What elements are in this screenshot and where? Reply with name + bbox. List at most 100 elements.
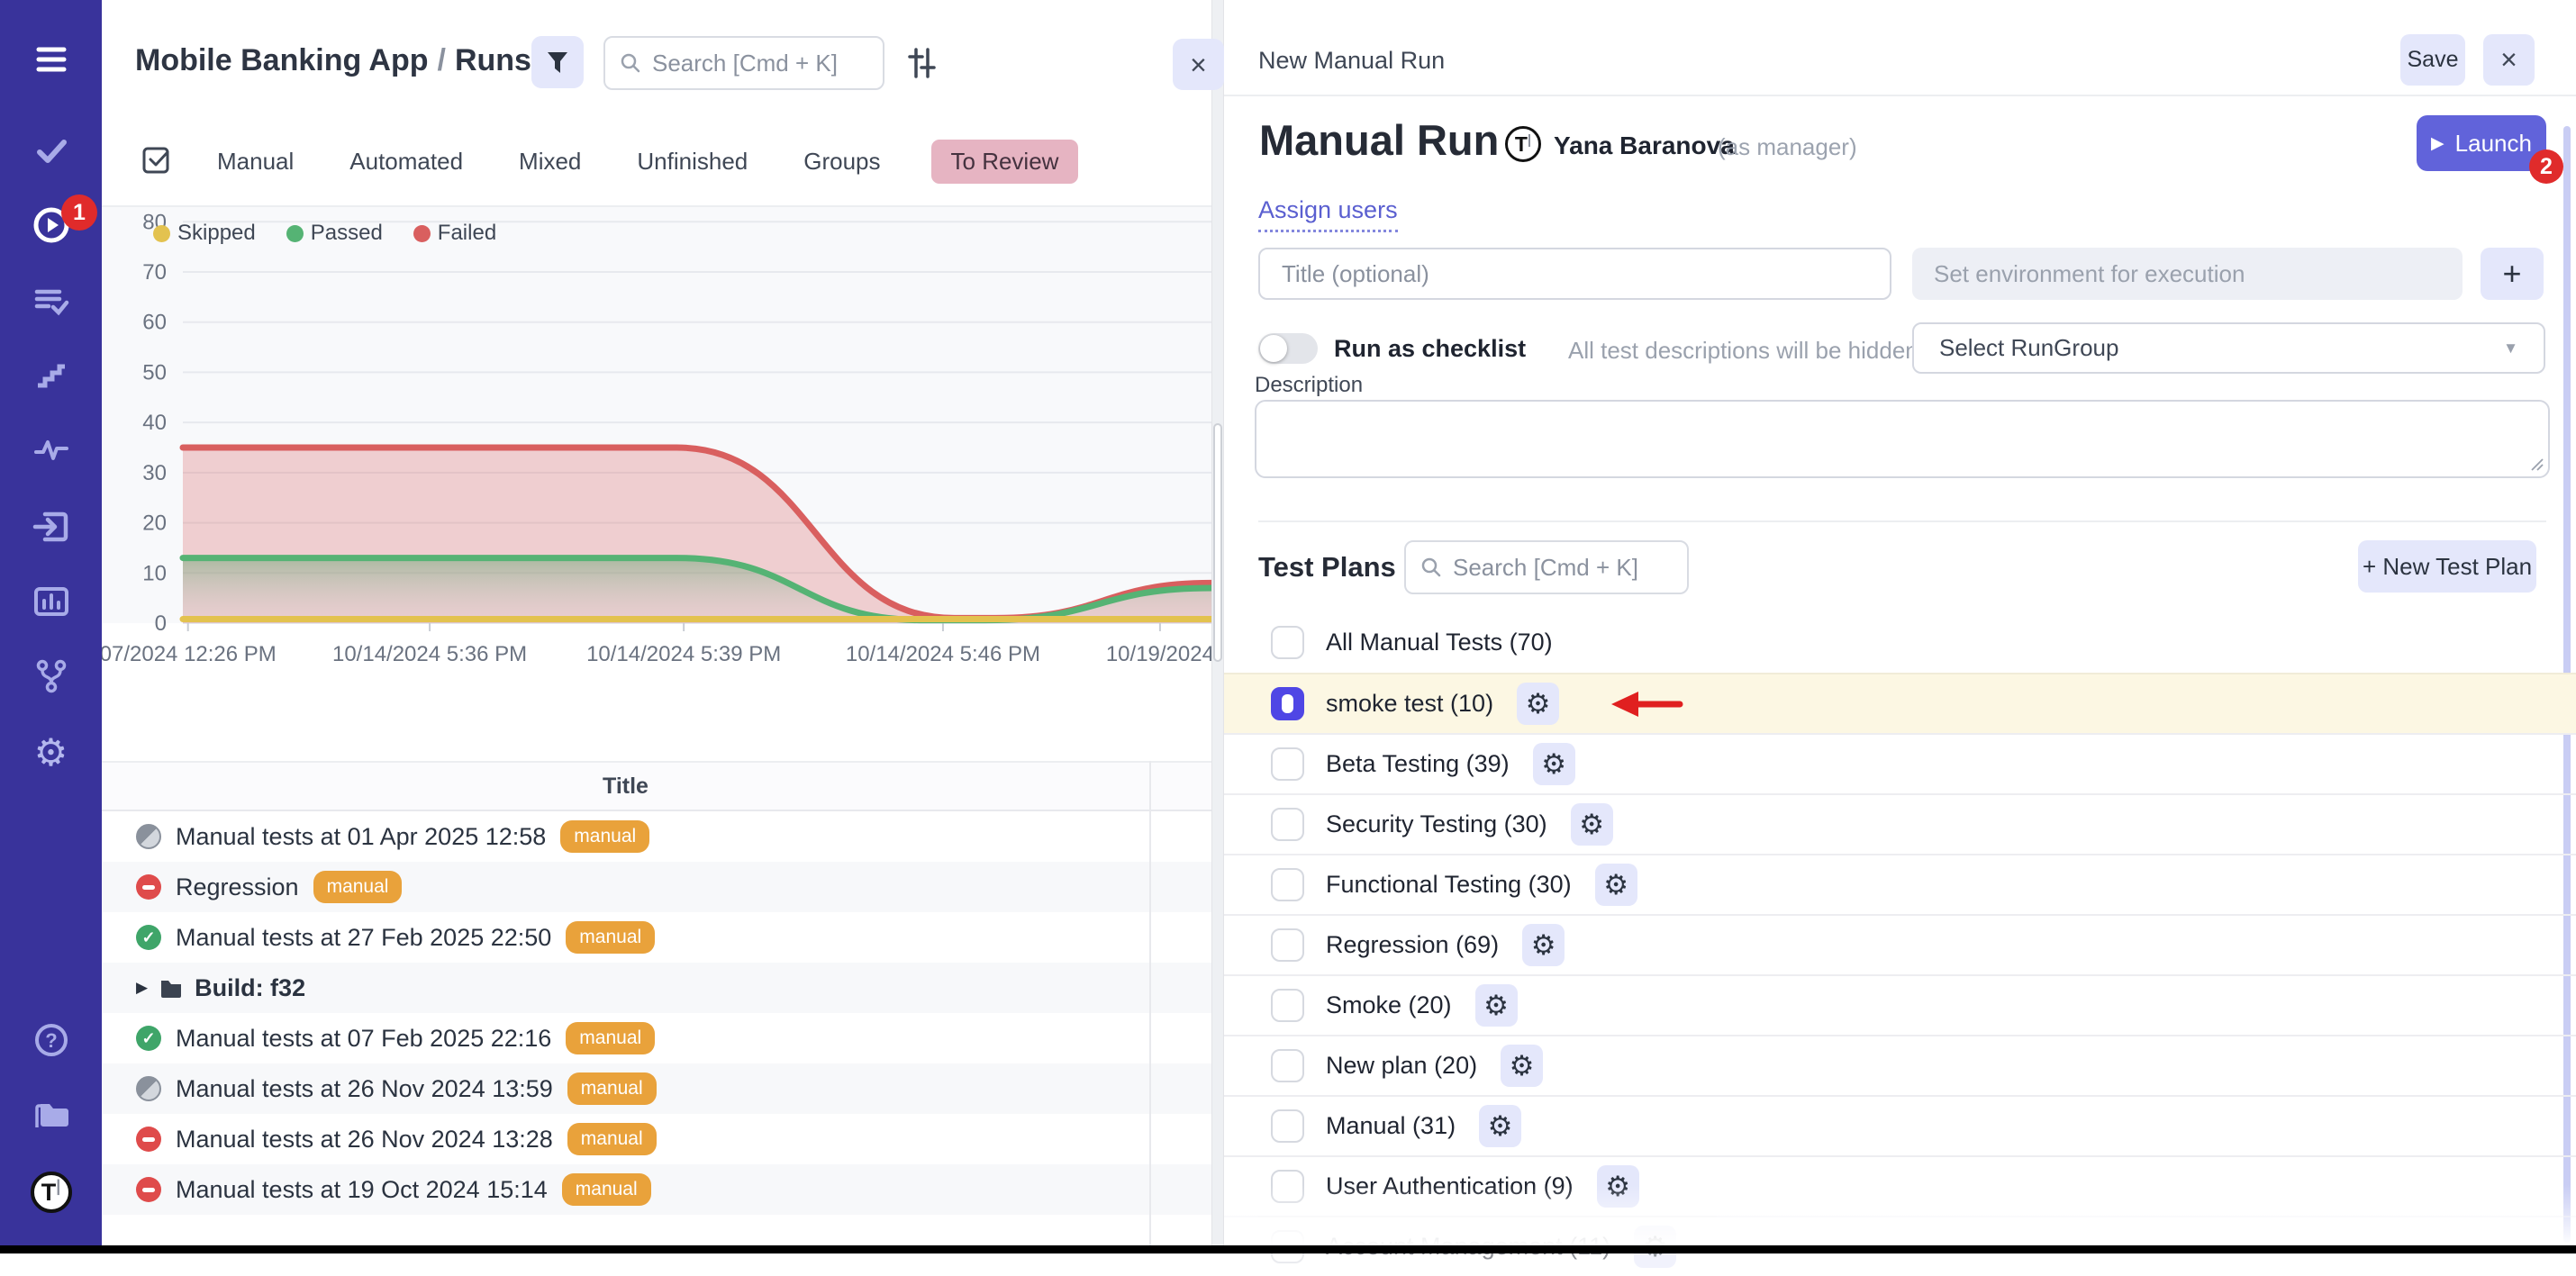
table-row[interactable]: Regression manual — [102, 862, 1211, 912]
test-plans-icon[interactable] — [0, 272, 102, 330]
test-plan-row[interactable]: All Manual Tests (70) — [1224, 612, 2576, 673]
test-plan-checkbox[interactable] — [1271, 989, 1304, 1022]
tab[interactable]: Mixed — [519, 147, 582, 175]
new-test-plan-button[interactable]: + New Test Plan — [2358, 540, 2536, 593]
tab[interactable]: Automated — [349, 147, 464, 175]
test-plan-checkbox[interactable] — [1271, 1049, 1304, 1082]
test-plan-label[interactable]: Smoke (20) — [1326, 991, 1452, 1018]
steps-icon[interactable] — [0, 347, 102, 404]
rungroup-select[interactable]: Select RunGroup ▼ — [1912, 322, 2545, 374]
run-title[interactable]: Manual tests at 26 Nov 2024 13:59 — [176, 1074, 553, 1102]
gear-icon-button[interactable] — [1517, 683, 1560, 725]
tab[interactable]: Manual — [217, 147, 295, 175]
tests-icon[interactable] — [0, 122, 102, 179]
run-title[interactable]: Manual tests at 27 Feb 2025 22:50 — [176, 923, 552, 951]
runs-search-input[interactable] — [652, 49, 868, 77]
test-plan-row[interactable]: Manual (31) — [1224, 1095, 2576, 1155]
launch-button[interactable]: ▶ Launch — [2417, 115, 2546, 171]
table-row[interactable]: Manual tests at 26 Nov 2024 13:59 manual — [102, 1063, 1211, 1114]
gear-icon-button[interactable] — [1532, 743, 1575, 785]
table-row[interactable]: Manual tests at 01 Apr 2025 12:58 manual — [102, 811, 1211, 862]
sliders-icon — [908, 47, 936, 78]
test-plan-label[interactable]: New plan (20) — [1326, 1052, 1478, 1079]
run-title[interactable]: Regression — [176, 873, 299, 900]
menu-icon[interactable] — [0, 31, 102, 88]
projects-icon[interactable] — [0, 1086, 102, 1144]
test-plan-row[interactable]: Beta Testing (39) — [1224, 733, 2576, 793]
environment-input[interactable] — [1912, 248, 2463, 300]
test-plan-row[interactable]: User Authentication (9) — [1224, 1155, 2576, 1216]
save-button[interactable]: Save — [2400, 34, 2465, 86]
table-row[interactable]: Manual tests at 19 Oct 2024 15:14 manual — [102, 1164, 1211, 1215]
test-plan-checkbox[interactable] — [1271, 1170, 1304, 1203]
test-plan-checkbox[interactable] — [1271, 808, 1304, 841]
table-row[interactable]: ▶ Build: f32 — [102, 963, 1211, 1013]
gear-icon-button[interactable] — [1474, 984, 1518, 1027]
run-title[interactable]: Manual tests at 01 Apr 2025 12:58 — [176, 822, 547, 850]
panel-scrollbar-thumb[interactable] — [1213, 423, 1222, 662]
test-plan-checkbox[interactable] — [1271, 928, 1304, 962]
test-plans-search-input[interactable] — [1453, 553, 1673, 582]
tab[interactable]: Groups — [803, 147, 881, 175]
test-plan-label[interactable]: Beta Testing (39) — [1326, 750, 1510, 777]
test-plan-row[interactable]: Functional Testing (30) — [1224, 854, 2576, 914]
test-plan-checkbox[interactable] — [1271, 1109, 1304, 1143]
branches-icon[interactable] — [0, 647, 102, 705]
folder-caret-icon[interactable]: ▶ — [136, 979, 149, 996]
view-settings-button[interactable] — [902, 43, 943, 85]
test-plan-label[interactable]: smoke test (10) — [1326, 690, 1494, 717]
table-row[interactable]: Manual tests at 27 Feb 2025 22:50 manual — [102, 912, 1211, 963]
test-plan-checkbox[interactable] — [1271, 868, 1304, 901]
test-plans-search[interactable] — [1404, 540, 1689, 594]
help-icon[interactable]: ? — [0, 1011, 102, 1069]
gear-icon-button[interactable] — [1570, 803, 1613, 846]
runs-panel-close-button[interactable]: × — [1173, 39, 1224, 90]
column-title[interactable]: Title — [603, 773, 649, 799]
test-plan-row[interactable]: Smoke (20) — [1224, 974, 2576, 1035]
description-textarea[interactable] — [1255, 400, 2550, 478]
test-plan-label[interactable]: All Manual Tests (70) — [1326, 629, 1553, 656]
tab[interactable]: To Review — [930, 139, 1079, 184]
run-title[interactable]: Manual tests at 19 Oct 2024 15:14 — [176, 1175, 548, 1203]
test-plan-row[interactable]: New plan (20) — [1224, 1035, 2576, 1095]
panel-scrollbar-track[interactable] — [1211, 0, 1224, 1253]
settings-icon[interactable]: ⚙ — [33, 731, 68, 774]
test-plan-label[interactable]: User Authentication (9) — [1326, 1172, 1574, 1199]
test-plan-checkbox[interactable] — [1271, 687, 1304, 720]
manager-avatar[interactable]: T | — [1505, 126, 1541, 162]
test-plan-label[interactable]: Functional Testing (30) — [1326, 871, 1572, 898]
assign-users-link[interactable]: Assign users — [1258, 196, 1398, 232]
pulse-icon[interactable] — [0, 421, 102, 479]
test-plan-checkbox[interactable] — [1271, 626, 1304, 659]
test-plan-row[interactable]: Regression (69) — [1224, 914, 2576, 974]
test-plan-label[interactable]: Manual (31) — [1326, 1112, 1456, 1139]
add-environment-button[interactable]: + — [2481, 248, 2544, 300]
test-plan-row[interactable]: smoke test (10) — [1224, 673, 2576, 733]
import-icon[interactable] — [0, 498, 102, 556]
tab[interactable]: Unfinished — [637, 147, 748, 175]
run-title[interactable]: Manual tests at 26 Nov 2024 13:28 — [176, 1125, 553, 1153]
gear-icon-button[interactable] — [1596, 1165, 1639, 1208]
test-plan-label[interactable]: Regression (69) — [1326, 931, 1500, 958]
gear-icon-button[interactable] — [1522, 924, 1565, 966]
runs-icon-active[interactable]: 1 — [0, 195, 102, 254]
analytics-icon[interactable] — [0, 573, 102, 630]
select-runs-icon[interactable] — [140, 142, 174, 181]
test-plan-checkbox[interactable] — [1271, 747, 1304, 781]
filter-button[interactable] — [531, 36, 584, 88]
run-title[interactable]: Manual tests at 07 Feb 2025 22:16 — [176, 1024, 552, 1052]
breadcrumb-project[interactable]: Mobile Banking App — [135, 43, 429, 77]
table-row[interactable]: Manual tests at 07 Feb 2025 22:16 manual — [102, 1013, 1211, 1063]
gear-icon-button[interactable] — [1479, 1105, 1522, 1147]
gear-icon-button[interactable] — [1594, 864, 1637, 906]
table-row[interactable]: Manual tests at 26 Nov 2024 13:28 manual — [102, 1114, 1211, 1164]
app-logo[interactable]: T | — [0, 1163, 102, 1221]
run-title[interactable]: Build: f32 — [195, 973, 306, 1001]
gear-icon-button[interactable] — [1501, 1045, 1544, 1087]
run-as-checklist-toggle[interactable] — [1258, 333, 1318, 364]
close-panel-button[interactable]: × — [2483, 34, 2535, 86]
runs-search[interactable] — [603, 36, 884, 90]
test-plan-label[interactable]: Security Testing (30) — [1326, 810, 1547, 837]
run-title-input[interactable] — [1258, 248, 1891, 300]
test-plan-row[interactable]: Security Testing (30) — [1224, 793, 2576, 854]
